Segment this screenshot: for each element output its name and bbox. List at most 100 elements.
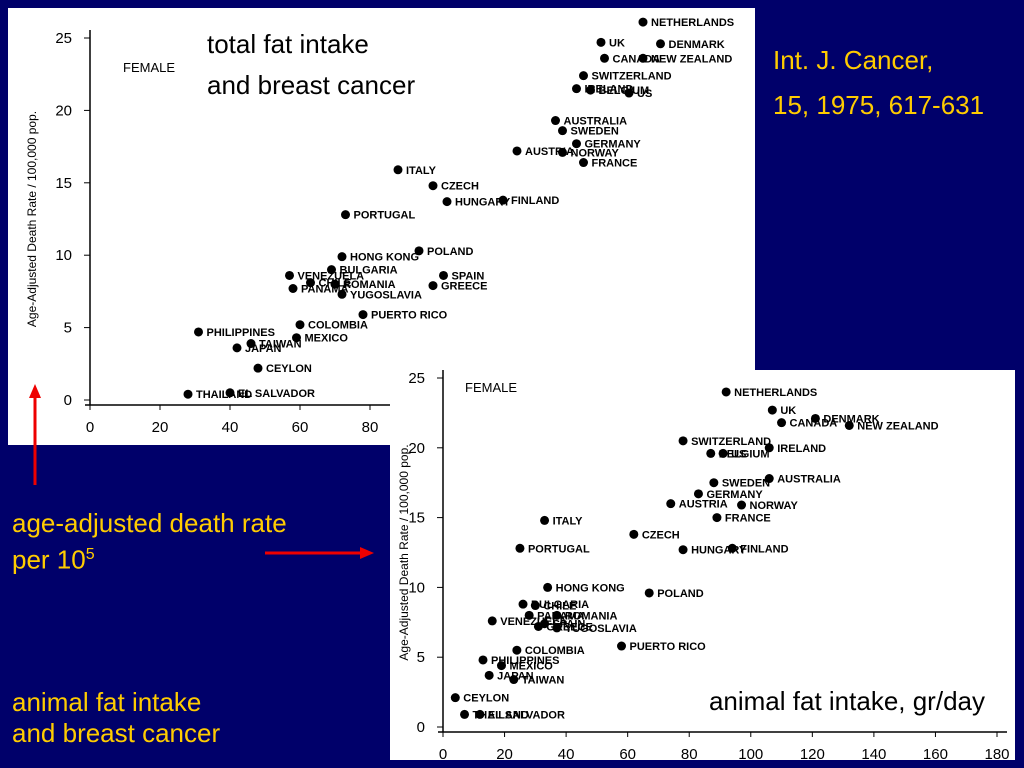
- point: [450, 693, 460, 703]
- x-tick-label: 120: [800, 746, 825, 763]
- point-label: HONG KONG: [350, 252, 419, 264]
- point: [624, 88, 634, 98]
- point: [484, 670, 494, 680]
- y-tick-label: 10: [55, 247, 72, 264]
- axis-note: age-adjusted death rate per 105: [12, 508, 312, 576]
- x-tick-label: 20: [152, 419, 169, 436]
- point: [460, 709, 470, 719]
- chart-panel: [390, 370, 1015, 760]
- point-label: BULGARIA: [340, 265, 398, 277]
- point-label: SWEDEN: [571, 126, 619, 138]
- point-label: BELGIUM: [599, 85, 650, 97]
- point: [596, 37, 606, 47]
- x-tick-label: 140: [861, 746, 886, 763]
- point-label: PUERTO RICO: [630, 641, 707, 653]
- point: [551, 116, 560, 126]
- point-label: POLAND: [427, 246, 474, 258]
- point-label: SPAIN: [452, 270, 485, 282]
- point-label: THAILAND: [473, 709, 529, 721]
- point-label: NEW ZEALAND: [651, 53, 732, 65]
- point-label: VENEZUELA: [500, 616, 567, 628]
- point-label: SWITZERLAND: [691, 436, 771, 448]
- point: [292, 333, 301, 343]
- point: [442, 197, 452, 207]
- point-label: FINLAND: [511, 195, 559, 207]
- point: [225, 388, 235, 398]
- point: [487, 616, 497, 626]
- point-label: PORTUGAL: [528, 543, 590, 555]
- x-tick-label: 40: [558, 746, 575, 763]
- annotation: FEMALE: [123, 60, 175, 75]
- y-tick-label: 25: [408, 370, 425, 387]
- point: [579, 158, 588, 168]
- axis-note-exponent: 5: [85, 546, 95, 563]
- point-label: FRANCE: [592, 158, 638, 170]
- point-label: TAIWAN: [259, 339, 302, 351]
- point-label: POLAND: [657, 588, 704, 600]
- point: [678, 436, 688, 446]
- x-tick-label: 20: [496, 746, 513, 763]
- y-tick-label: 25: [55, 30, 72, 47]
- citation-line: 15, 1975, 617-631: [773, 90, 985, 120]
- point: [327, 265, 336, 275]
- y-tick-label: 10: [408, 579, 425, 596]
- point: [844, 420, 854, 430]
- point: [764, 443, 774, 453]
- point: [337, 252, 347, 262]
- point-label: NETHERLANDS: [651, 17, 734, 29]
- point: [727, 543, 737, 553]
- point: [718, 448, 728, 458]
- point: [767, 405, 777, 415]
- point: [253, 363, 263, 373]
- y-tick-label: 5: [64, 320, 72, 337]
- point: [656, 39, 665, 49]
- point-label: HUNGARY: [455, 197, 511, 209]
- point-label: EL SALVADOR: [238, 388, 315, 400]
- point: [341, 210, 350, 220]
- point-label: US: [637, 88, 652, 100]
- point: [515, 543, 525, 553]
- point-label: NORWAY: [750, 500, 799, 512]
- point: [600, 53, 609, 63]
- point: [678, 545, 688, 555]
- point-label: FRANCE: [725, 513, 771, 525]
- arrow-head: [360, 547, 374, 559]
- x-tick-label: 80: [362, 419, 379, 436]
- point-label: DENMARK: [669, 39, 725, 51]
- point-label: FINLAND: [740, 543, 788, 555]
- arrow-head: [29, 384, 41, 398]
- point: [194, 327, 203, 337]
- point: [509, 675, 519, 685]
- y-tick-label: 5: [417, 649, 425, 666]
- point: [543, 582, 553, 592]
- point-label: THAILAND: [196, 389, 252, 401]
- point-label: MEXICO: [305, 333, 349, 345]
- y-axis-label: Age-Adjusted Death Rate / 100,000 pop.: [397, 444, 411, 660]
- point: [629, 529, 639, 539]
- point: [295, 320, 305, 330]
- x-tick-label: 80: [681, 746, 698, 763]
- point-label: ITALY: [553, 515, 584, 527]
- y-tick-label: 15: [408, 510, 425, 527]
- point: [644, 588, 654, 598]
- point: [540, 619, 550, 629]
- point: [540, 515, 550, 525]
- y-tick-label: 20: [408, 440, 425, 457]
- point: [428, 181, 438, 191]
- point-label: AUSTRIA: [679, 499, 728, 511]
- caption-line: animal fat intake: [12, 687, 202, 717]
- point-label: ROMANIA: [343, 279, 396, 291]
- point: [358, 310, 368, 320]
- axis-note-text: age-adjusted death rate per 10: [12, 508, 287, 575]
- x-tick-label: 180: [984, 746, 1009, 763]
- point: [558, 126, 567, 136]
- point: [721, 387, 731, 397]
- point-label: EL SALVADOR: [488, 709, 565, 721]
- point: [330, 279, 340, 289]
- point: [414, 246, 424, 256]
- x-tick-label: 60: [292, 419, 309, 436]
- point: [586, 85, 595, 95]
- point: [712, 513, 722, 523]
- point: [498, 195, 508, 205]
